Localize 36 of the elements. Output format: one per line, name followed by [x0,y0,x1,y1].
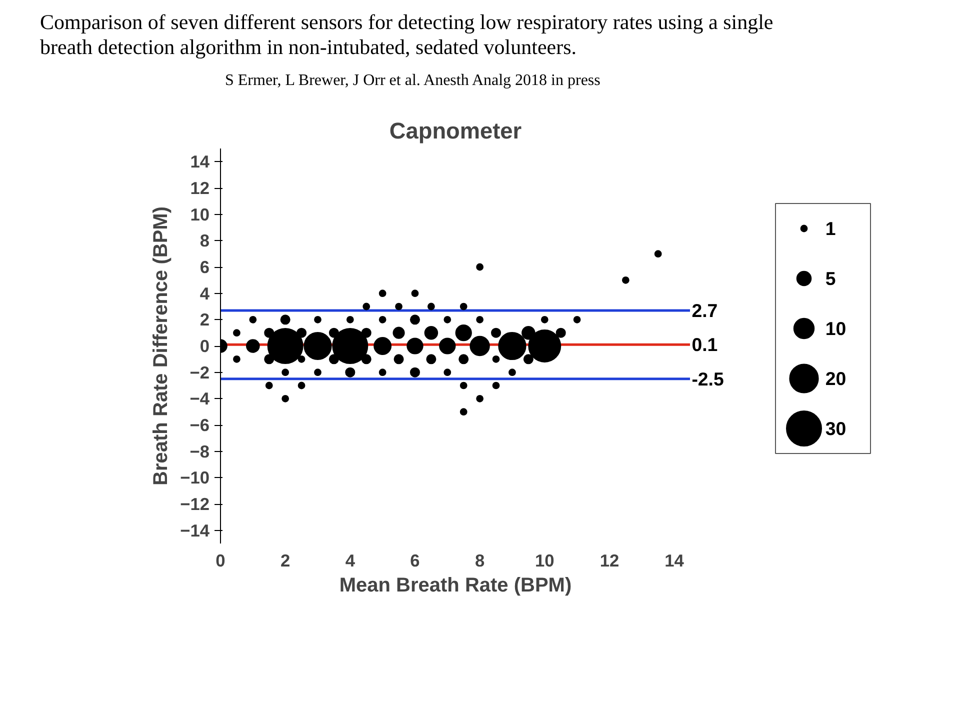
ref-line-label: -2.5 [692,368,724,390]
chart-title: Capnometer [389,118,522,144]
y-tick-label: 12 [190,178,210,198]
y-tick-label: −4 [190,388,210,409]
y-axis-title: Breath Rate Difference (BPM) [150,206,172,486]
y-tick-label: −12 [180,494,210,514]
y-tick-label: −10 [180,468,210,488]
y-tick-label: −2 [190,362,210,383]
x-tick-label: 8 [474,550,485,571]
y-tick-label: 6 [200,257,210,278]
legend-label: 30 [825,418,846,440]
x-tick-label: 6 [410,550,420,571]
y-tick-label: −8 [190,442,210,462]
x-axis-title: Mean Breath Rate (BPM) [339,574,572,597]
legend-label: 5 [825,268,836,290]
y-tick-label: −6 [190,415,210,436]
y-tick-label: 2 [200,310,210,330]
x-tick-label: 2 [280,550,290,571]
legend-label: 20 [825,368,846,390]
legend-label: 10 [825,318,846,340]
x-tick-label: 10 [535,550,554,571]
legend-label: 1 [825,218,836,240]
ref-line-label: 0.1 [692,334,718,356]
ref-line-label: 2.7 [692,300,718,322]
x-tick-label: 12 [600,550,620,571]
y-tick-label: −14 [180,520,210,541]
text: S Ermer, L Brewer, J Orr et al. Anesth Analg 2018 in press [225,71,600,92]
text: Comparison of seven different sensors for detecting low respiratory rates using a single breath detection algorithm in non-intubated, sedated volunteers. [40,10,774,60]
y-tick-label: 4 [200,284,210,304]
y-tick-label: 8 [200,230,210,251]
x-tick-label: 4 [345,550,356,571]
x-tick-label: 0 [216,550,226,571]
x-tick-label: 14 [664,550,684,571]
y-tick-label: 10 [190,204,210,225]
y-tick-label: 0 [200,336,210,356]
y-tick-label: 14 [190,152,210,172]
